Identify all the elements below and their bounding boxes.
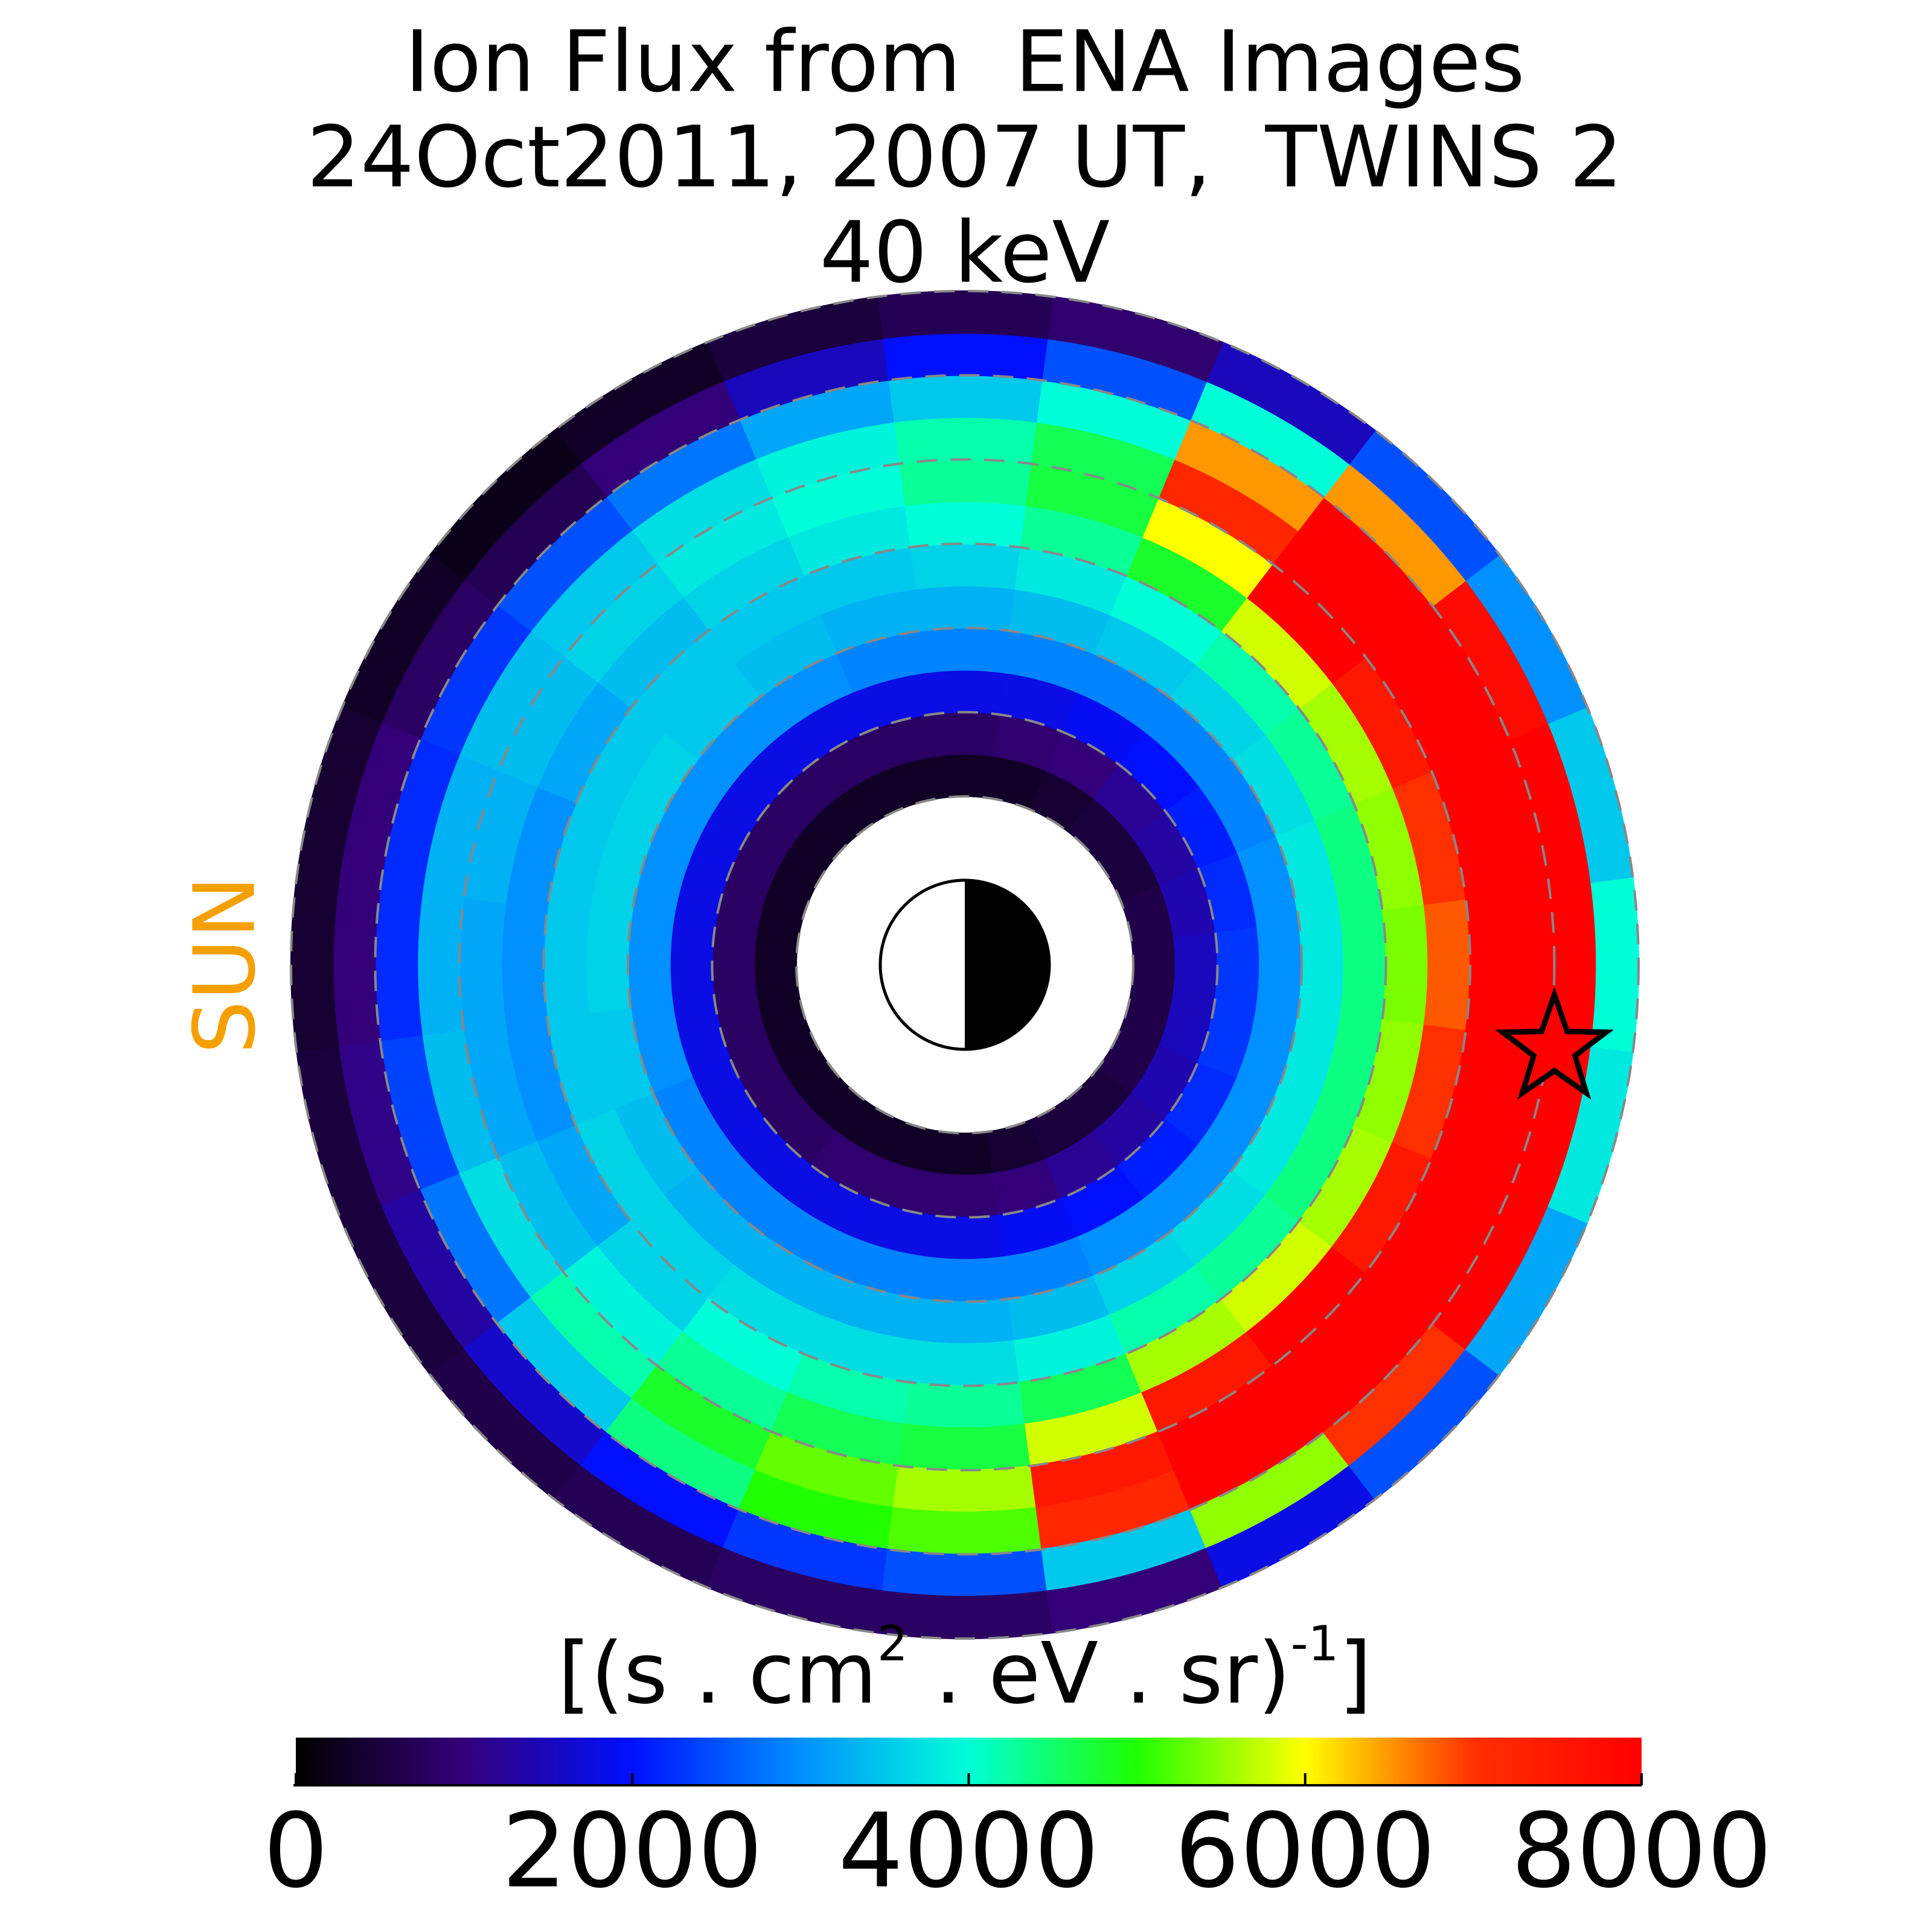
colorbar-tick-label: 8000	[1511, 1791, 1773, 1911]
heatmap-cell	[898, 459, 1032, 507]
heatmap-cell	[1590, 876, 1639, 1054]
heatmap-cell	[914, 1298, 1016, 1345]
heatmap-cell	[1298, 914, 1345, 1016]
earth	[878, 878, 1051, 1051]
colorbar-label: [(s . cm2 . eV . sr)-1]	[558, 1616, 1372, 1723]
range-ring	[374, 374, 1556, 1556]
heatmap-cell	[753, 936, 799, 993]
heatmap-cell	[711, 931, 757, 999]
heatmap-cell	[1381, 903, 1429, 1026]
heatmap-cell	[926, 669, 1004, 715]
colorbar-label-part: ]	[1339, 1625, 1372, 1723]
range-ring	[711, 711, 1219, 1219]
range-ring	[458, 458, 1471, 1471]
range-ring	[795, 795, 1134, 1134]
heatmap-cell	[931, 1172, 999, 1218]
heatmap-cell	[892, 1465, 1037, 1513]
heatmap-cell	[926, 1214, 1004, 1261]
heatmap-cell	[909, 1340, 1021, 1387]
heatmap-cell	[892, 417, 1037, 465]
heatmap-cell	[501, 903, 548, 1026]
range-rings	[290, 290, 1640, 1640]
heatmap-cell	[627, 920, 674, 1009]
heatmap-cell	[909, 543, 1021, 590]
heatmap	[290, 290, 1639, 1639]
heatmap-cell	[903, 1381, 1026, 1429]
range-ring	[542, 542, 1387, 1387]
colorbar-tick-label: 6000	[1174, 1791, 1436, 1911]
colorbar-label-part: . eV . sr)	[908, 1625, 1291, 1723]
colorbar-label-part: [(s . cm	[558, 1625, 877, 1723]
colorbar-label-part: -1	[1291, 1616, 1339, 1672]
range-ring	[627, 627, 1303, 1303]
heatmap-cell	[920, 627, 1009, 674]
heatmap-cell	[332, 881, 381, 1048]
heatmap-cell	[936, 753, 993, 799]
heatmap-cell	[669, 926, 715, 1004]
heatmap-cell	[887, 374, 1043, 423]
heatmap-cell	[920, 1256, 1009, 1303]
sun-label: SUN	[176, 875, 275, 1054]
colorbar-tick-label: 0	[263, 1791, 328, 1911]
heatmap-cell	[1256, 920, 1303, 1009]
heatmap-cell	[898, 1423, 1032, 1471]
title-line: 24Oct2011, 2007 UT, TWINS 2	[307, 109, 1623, 207]
heatmap-cell	[1172, 931, 1218, 999]
satellite-marker	[1494, 986, 1614, 1100]
heatmap-cell	[881, 332, 1048, 381]
heatmap-cell	[1465, 892, 1513, 1037]
heatmap-cell	[417, 892, 465, 1037]
heatmap-cell	[887, 1506, 1043, 1555]
heatmap-cell	[931, 711, 999, 757]
heatmap-cell	[374, 887, 423, 1043]
colorbar-tick-label: 2000	[502, 1791, 763, 1911]
heatmap-cell	[543, 909, 590, 1021]
heatmap-cell	[881, 1549, 1048, 1598]
colorbar-label-part: 2	[877, 1616, 908, 1672]
heatmap-cell	[290, 876, 339, 1054]
colorbar: 0 2000 4000 6000 8000	[263, 1738, 1772, 1911]
colorbar-tick-label: 4000	[838, 1791, 1099, 1911]
heatmap-cell	[1423, 898, 1471, 1032]
heatmap-cell	[1340, 909, 1387, 1021]
heatmap-cell	[936, 1131, 993, 1176]
heatmap-cell	[903, 501, 1026, 548]
heatmap-cell	[585, 914, 632, 1016]
heatmap-cell	[914, 585, 1016, 632]
title-line: 40 keV	[820, 204, 1110, 302]
heatmap-cell	[1131, 936, 1176, 993]
heatmap-cell	[459, 898, 507, 1032]
range-ring	[290, 290, 1640, 1640]
heatmap-cell	[1214, 926, 1261, 1004]
title-line: Ion Flux from ENA Images	[405, 13, 1524, 112]
